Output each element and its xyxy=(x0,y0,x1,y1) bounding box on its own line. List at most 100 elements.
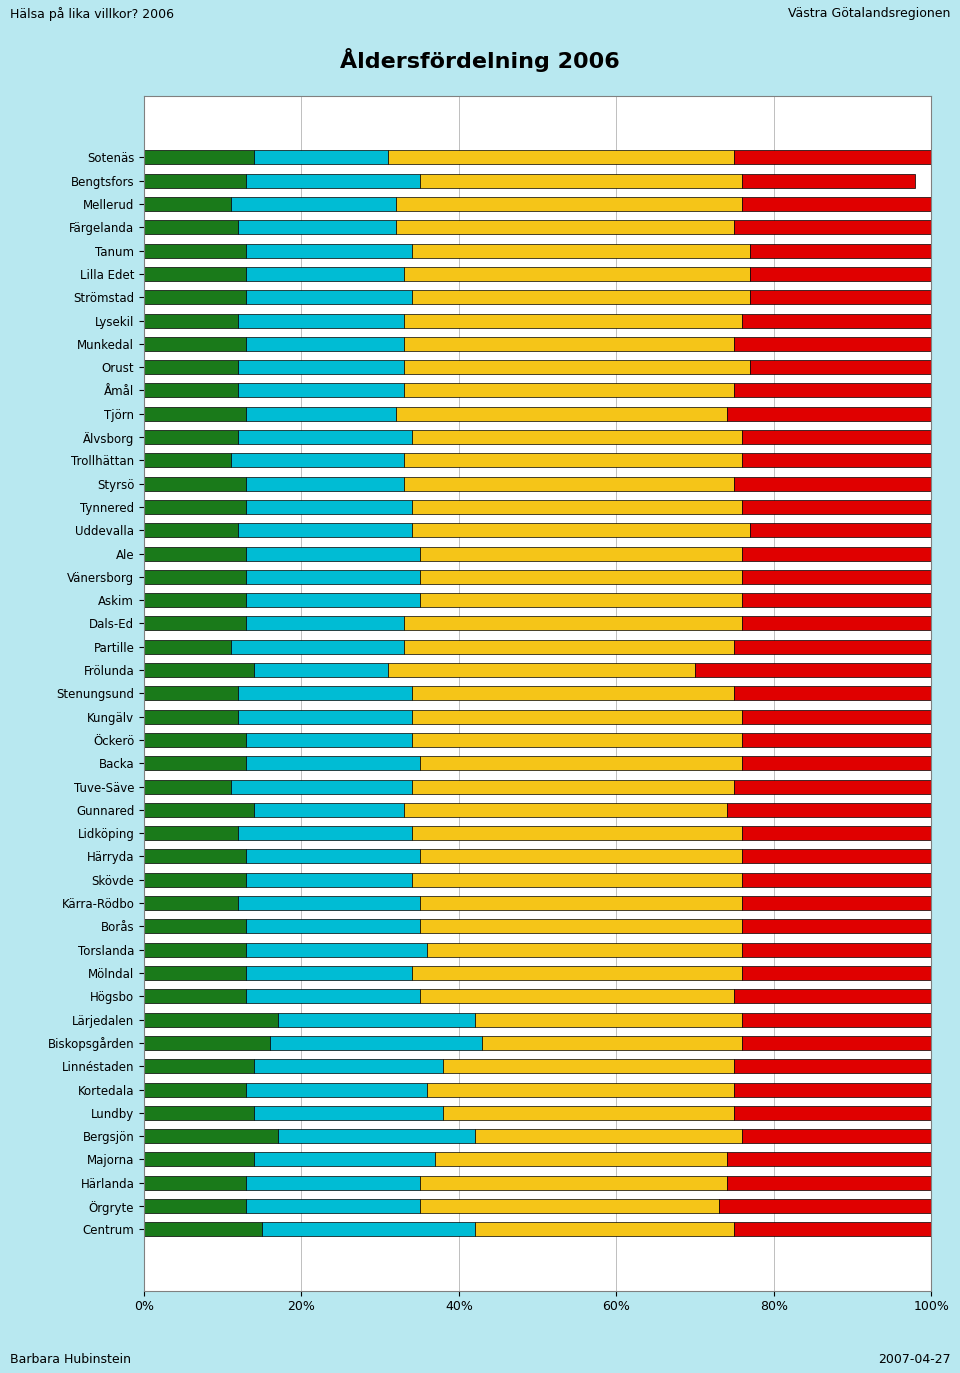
Bar xyxy=(734,336,931,351)
Bar xyxy=(144,967,247,980)
Bar xyxy=(144,640,230,654)
Bar xyxy=(238,523,412,537)
Bar xyxy=(404,803,727,817)
Bar xyxy=(277,1129,474,1144)
Text: 2007-04-27: 2007-04-27 xyxy=(877,1354,950,1366)
Bar xyxy=(144,663,254,677)
Bar xyxy=(750,243,931,258)
Bar xyxy=(144,780,230,794)
Bar xyxy=(144,430,238,443)
Bar xyxy=(247,593,420,607)
Bar xyxy=(144,757,247,770)
Bar xyxy=(247,476,404,490)
Bar xyxy=(247,406,396,420)
Bar xyxy=(742,757,931,770)
Bar xyxy=(247,174,420,188)
Bar xyxy=(734,220,931,235)
Bar xyxy=(144,243,247,258)
Bar xyxy=(247,733,412,747)
Bar xyxy=(144,897,238,910)
Bar xyxy=(144,616,247,630)
Bar xyxy=(734,1105,931,1120)
Bar xyxy=(144,733,247,747)
Bar xyxy=(742,967,931,980)
Bar xyxy=(144,1105,254,1120)
Bar xyxy=(750,290,931,305)
Bar xyxy=(404,476,734,490)
Bar xyxy=(238,827,412,840)
Bar xyxy=(396,196,742,211)
Bar xyxy=(396,406,727,420)
Bar xyxy=(144,920,247,934)
Bar xyxy=(144,196,230,211)
Bar xyxy=(727,803,931,817)
Bar xyxy=(412,430,742,443)
Bar xyxy=(144,1152,254,1167)
Bar xyxy=(750,266,931,281)
Bar xyxy=(420,570,742,584)
Bar xyxy=(719,1199,931,1212)
Bar xyxy=(734,990,931,1004)
Bar xyxy=(238,220,396,235)
Bar xyxy=(247,1199,420,1212)
Bar xyxy=(474,1129,742,1144)
Bar xyxy=(444,1105,734,1120)
Bar xyxy=(144,850,247,864)
Bar xyxy=(247,616,404,630)
Bar xyxy=(144,943,247,957)
Bar xyxy=(144,546,247,560)
Bar xyxy=(144,686,238,700)
Bar xyxy=(247,243,412,258)
Bar xyxy=(238,360,404,373)
Bar xyxy=(404,313,742,328)
Bar xyxy=(742,1013,931,1027)
Bar xyxy=(420,174,742,188)
Bar xyxy=(247,1082,427,1097)
Bar xyxy=(144,1035,270,1050)
Bar xyxy=(247,500,412,514)
Bar xyxy=(247,990,420,1004)
Bar xyxy=(742,1129,931,1144)
Bar xyxy=(474,1013,742,1027)
Bar xyxy=(742,546,931,560)
Bar xyxy=(734,1082,931,1097)
Bar xyxy=(254,663,388,677)
Bar xyxy=(144,803,254,817)
Bar xyxy=(230,196,396,211)
Bar xyxy=(420,1175,727,1190)
Bar xyxy=(404,360,750,373)
Bar xyxy=(444,1059,734,1074)
Bar xyxy=(412,500,742,514)
Bar xyxy=(396,220,734,235)
Bar xyxy=(144,1175,247,1190)
Bar xyxy=(238,897,420,910)
Bar xyxy=(144,313,238,328)
Bar xyxy=(144,710,238,724)
Bar xyxy=(734,383,931,397)
Bar xyxy=(742,616,931,630)
Bar xyxy=(742,850,931,864)
Bar xyxy=(695,663,931,677)
Bar xyxy=(420,593,742,607)
Text: Västra Götalandsregionen: Västra Götalandsregionen xyxy=(788,7,950,19)
Bar xyxy=(734,640,931,654)
Bar xyxy=(247,873,412,887)
Bar xyxy=(144,174,247,188)
Bar xyxy=(404,266,750,281)
Bar xyxy=(144,290,247,305)
Bar xyxy=(742,500,931,514)
Bar xyxy=(435,1152,727,1167)
Bar xyxy=(412,243,750,258)
Bar xyxy=(247,336,404,351)
Bar xyxy=(412,710,742,724)
Text: Hälsa på lika villkor? 2006: Hälsa på lika villkor? 2006 xyxy=(10,7,174,21)
Bar xyxy=(144,453,230,467)
Bar xyxy=(254,1105,444,1120)
Bar xyxy=(247,290,412,305)
Bar xyxy=(412,733,742,747)
Bar xyxy=(734,686,931,700)
Bar xyxy=(144,523,238,537)
Bar xyxy=(404,336,734,351)
Bar xyxy=(388,151,734,165)
Bar xyxy=(742,196,931,211)
